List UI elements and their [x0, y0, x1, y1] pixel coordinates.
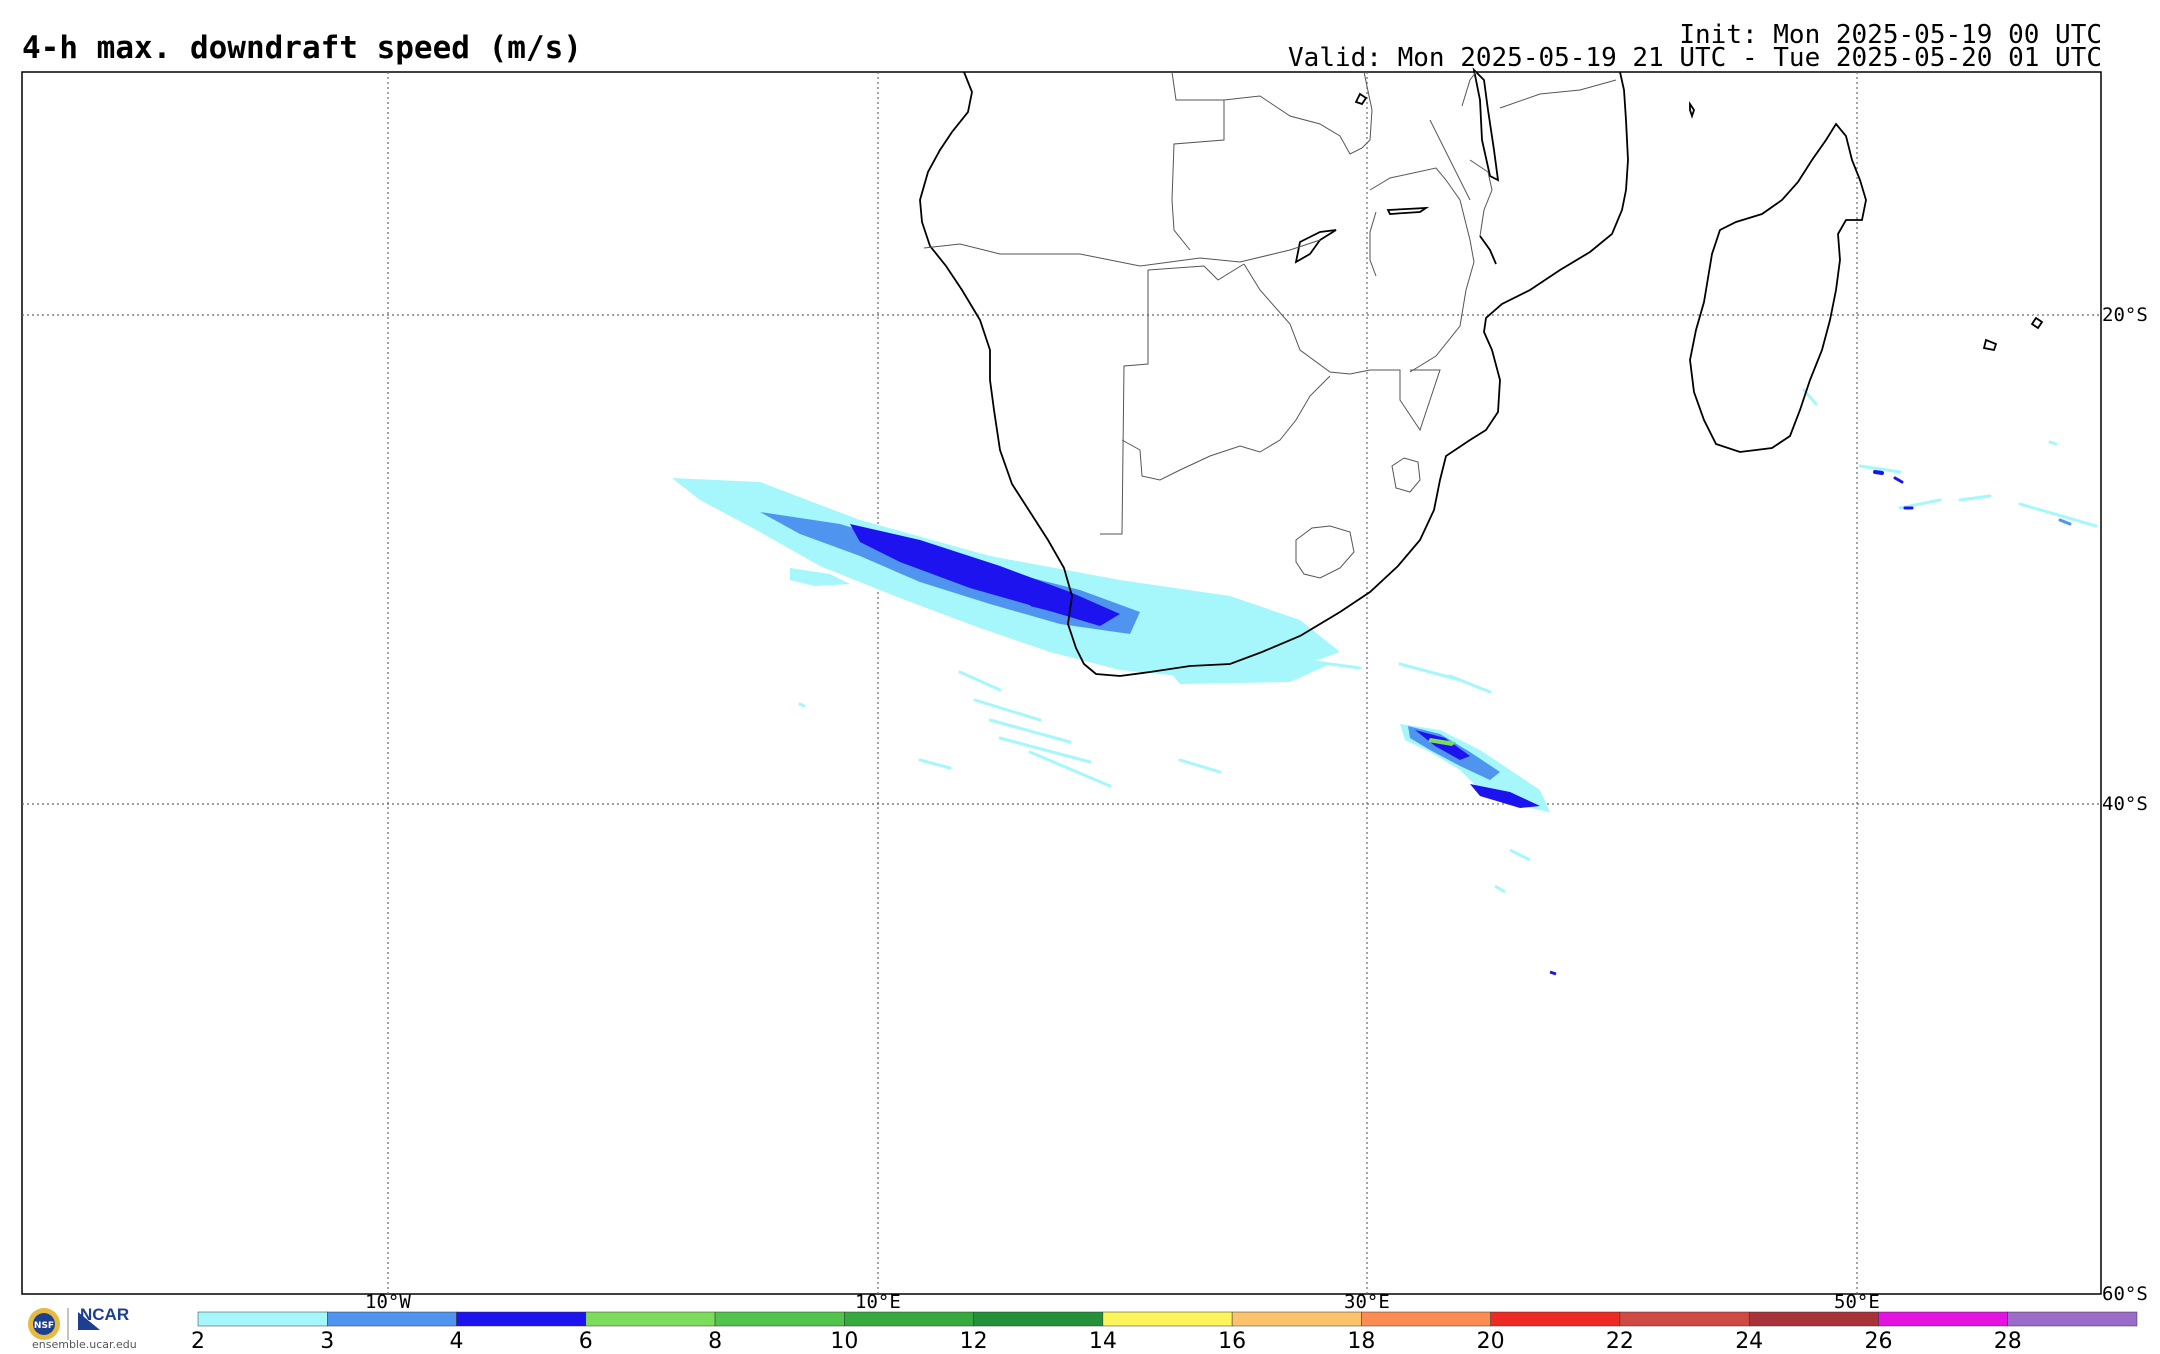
map-frame	[21, 71, 2102, 1295]
colorbar-segment	[844, 1311, 974, 1327]
colorbar: 2 3 4 6 8 10 12 14 16 18 20 22 24 26 28	[191, 1311, 2138, 1354]
nsf-logo: NSF	[28, 1308, 100, 1340]
colorbar-tick-label: 4	[450, 1329, 464, 1354]
colorbar-tick-label: 14	[1089, 1329, 1117, 1354]
colorbar-tick-label: 28	[1994, 1329, 2022, 1354]
downdraft-cells-east	[1802, 388, 2098, 528]
graticule	[22, 72, 2101, 1294]
colorbar-tick-label: 10	[830, 1329, 858, 1354]
colorbar-tick-label: 18	[1347, 1329, 1375, 1354]
colorbar-tick-label: 20	[1477, 1329, 1505, 1354]
colorbar-segment	[1231, 1311, 1362, 1327]
colorbar-segment	[2007, 1311, 2138, 1327]
valid-time: Valid: Mon 2025-05-19 21 UTC - Tue 2025-…	[1288, 43, 2102, 73]
map-title: 4-h max. downdraft speed (m/s)	[22, 30, 582, 66]
colorbar-segment	[1361, 1311, 1491, 1327]
country-borders	[923, 71, 1617, 579]
axis-labels: 10°W 10°E 30°E 50°E 20°S 40°S 60°S	[365, 304, 2148, 1313]
colorbar-segment	[1748, 1311, 1879, 1327]
lon-label-3: 50°E	[1834, 1291, 1880, 1313]
colorbar-tick-label: 16	[1218, 1329, 1246, 1354]
lat-label-1: 40°S	[2102, 793, 2148, 815]
colorbar-segment	[1490, 1311, 1621, 1327]
colorbar-tick-label: 2	[191, 1329, 205, 1354]
lat-label-0: 20°S	[2102, 304, 2148, 326]
colorbar-tick-label: 26	[1864, 1329, 1892, 1354]
colorbar-segment	[585, 1311, 716, 1327]
colorbar-tick-label: 12	[960, 1329, 988, 1354]
colorbar-tick-label: 6	[579, 1329, 593, 1354]
colorbar-tick-label: 8	[708, 1329, 722, 1354]
colorbar-tick-label: 22	[1606, 1329, 1634, 1354]
logo-url: ensemble.ucar.edu	[32, 1338, 137, 1351]
init-time: Init: Mon 2025-05-19 00 UTC	[1679, 20, 2102, 50]
lon-label-2: 30°E	[1344, 1291, 1390, 1313]
colorbar-segment	[714, 1311, 845, 1327]
lon-label-0: 10°W	[365, 1291, 411, 1313]
colorbar-segment	[197, 1311, 328, 1327]
ncar-logo: NCAR	[80, 1305, 130, 1324]
colorbar-segment	[1878, 1311, 2008, 1327]
colorbar-segment	[1619, 1311, 1750, 1327]
colorbar-segment	[456, 1311, 587, 1327]
colorbar-segment	[973, 1311, 1104, 1327]
colorbar-segment	[327, 1311, 457, 1327]
colorbar-segment	[1102, 1311, 1233, 1327]
lat-label-2: 60°S	[2102, 1283, 2148, 1305]
colorbar-tick-label: 24	[1735, 1329, 1763, 1354]
downdraft-swath-main	[672, 478, 1492, 788]
lon-label-1: 10°E	[855, 1291, 901, 1313]
svg-text:NSF: NSF	[34, 1321, 54, 1331]
colorbar-tick-label: 3	[320, 1329, 334, 1354]
downdraft-swath-south	[1400, 724, 1557, 976]
